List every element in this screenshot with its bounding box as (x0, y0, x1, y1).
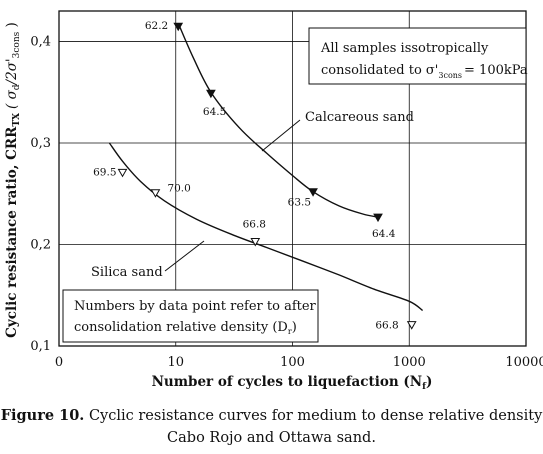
point-density-label: 66.8 (243, 218, 266, 230)
y-tick-label: 0,2 (30, 237, 51, 252)
point-density-label: 64.5 (203, 106, 226, 118)
series-curves (108, 22, 424, 312)
point-density-label: 66.8 (375, 320, 398, 332)
consolidation-note-line1: All samples issotropically (320, 41, 489, 56)
calcareous-data-point (373, 213, 383, 223)
density-note-line1: Numbers by data point refer to after (74, 299, 317, 314)
silica-data-point (117, 168, 128, 178)
calcareous-data-point (308, 188, 318, 197)
x-tick-label: 100 (280, 355, 305, 370)
calcareous-data-point (173, 22, 184, 32)
calcareous-data-point (206, 89, 216, 99)
caption-text1: Cyclic resistance curves for medium to d… (84, 408, 543, 424)
consolidation-note-line2: consolidated to σ'3cons = 100kPa (321, 63, 528, 80)
y-tick-label: 0,3 (30, 136, 51, 151)
x-axis-title: Number of cycles to liquefaction (Nf) (152, 374, 433, 392)
caption-line1: Figure 10. Cyclic resistance curves for … (0, 405, 543, 427)
silica-data-point (406, 321, 417, 330)
x-tick-label: 0 (55, 355, 63, 370)
silica-data-point (250, 237, 261, 247)
point-density-label: 63.5 (288, 197, 311, 209)
point-density-label: 62.2 (145, 20, 168, 32)
silica-sand-label: Silica sand (91, 265, 163, 280)
density-note-line2: consolidation relative density (Dr) (74, 320, 297, 336)
calcareous-leader (261, 119, 301, 152)
x-tick-label: 10 (167, 355, 184, 370)
y-tick-label: 0,1 (30, 339, 51, 354)
calcareous-sand-label: Calcareous sand (305, 110, 414, 125)
calcareous-curve (177, 22, 379, 218)
figure-caption: Figure 10. Cyclic resistance curves for … (0, 405, 543, 449)
y-tick-labels: 0,1 0,2 0,3 0,4 (30, 34, 51, 354)
series-markers (117, 22, 417, 330)
point-labels: 62.2 64.5 63.5 64.4 69.5 70.0 66.8 66.8 (93, 20, 399, 331)
silica-data-point (150, 189, 161, 198)
silica-leader (164, 240, 205, 272)
consolidation-note-box (308, 27, 527, 85)
caption-line2: Cabo Rojo and Ottawa sand. (167, 430, 376, 446)
point-density-label: 70.0 (167, 183, 190, 195)
x-tick-label: 1000 (393, 355, 426, 370)
point-density-label: 64.4 (372, 228, 396, 240)
y-tick-label: 0,4 (30, 34, 51, 49)
plot-frame (58, 10, 527, 347)
x-tick-labels: 0 10 100 1000 10000 (55, 355, 543, 370)
density-note-box (62, 289, 319, 343)
x-tick-label: 10000 (505, 355, 543, 370)
y-axis-title: Cyclic resistance ratio, CRRTX( σd/2σ'3c… (4, 22, 22, 338)
silica-curve (108, 142, 424, 312)
point-density-label: 69.5 (93, 166, 116, 178)
caption-figure-label: Figure 10. (0, 407, 85, 424)
